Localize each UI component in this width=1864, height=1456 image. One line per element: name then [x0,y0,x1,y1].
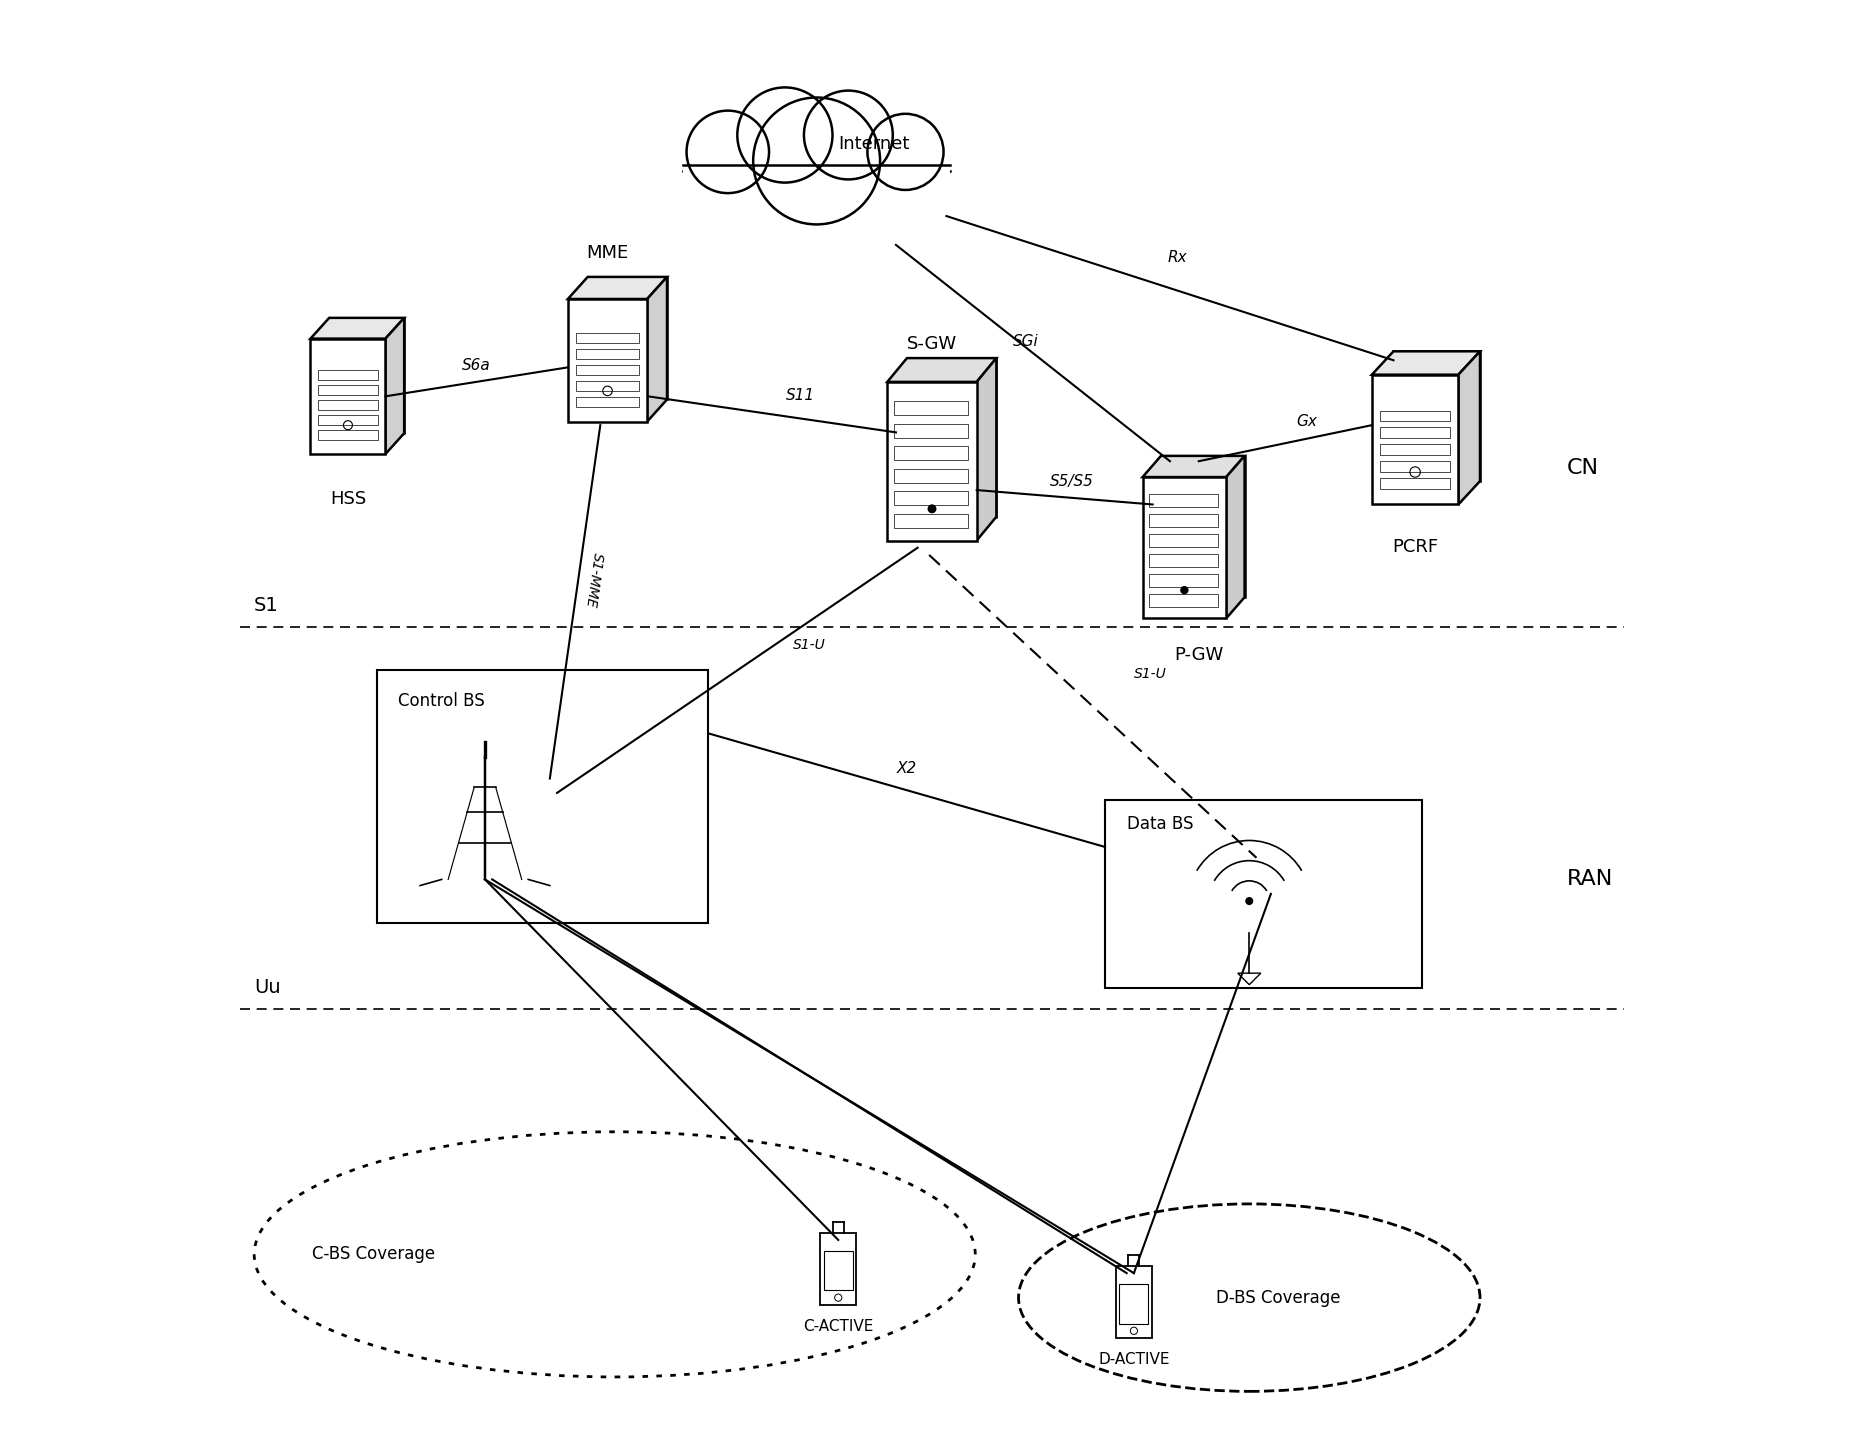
Bar [377,670,708,923]
Text: Control BS: Control BS [399,692,485,711]
Polygon shape [908,358,997,517]
Text: P-GW: P-GW [1174,646,1223,664]
Text: Gx: Gx [1297,414,1318,430]
Bar [319,386,378,395]
Bar [1381,428,1450,438]
Bar [1381,444,1450,456]
Circle shape [1180,585,1189,594]
Bar [576,333,639,344]
Text: C-ACTIVE: C-ACTIVE [803,1319,874,1334]
Bar [895,446,967,460]
Text: SGi: SGi [1012,333,1038,349]
Text: D-ACTIVE: D-ACTIVE [1098,1353,1169,1367]
Text: RAN: RAN [1566,869,1612,890]
Polygon shape [1238,973,1260,984]
Text: S1-MME: S1-MME [583,552,604,609]
Text: Data BS: Data BS [1126,814,1193,833]
Polygon shape [1372,374,1458,504]
Circle shape [738,87,833,182]
Polygon shape [1458,351,1480,504]
Text: CN: CN [1566,459,1599,479]
Polygon shape [887,381,977,540]
Bar [1150,514,1217,527]
Bar [824,1251,852,1290]
Bar [895,491,967,505]
Polygon shape [311,317,404,339]
Polygon shape [977,358,997,540]
Circle shape [803,90,893,179]
Text: X2: X2 [897,761,917,776]
Polygon shape [1394,351,1480,480]
Bar [319,370,378,380]
Bar [1117,1265,1152,1338]
Bar [319,400,378,411]
Bar [1150,534,1217,547]
Text: HSS: HSS [330,491,365,508]
Polygon shape [569,277,667,298]
Circle shape [753,98,880,224]
Bar [319,431,378,440]
Text: Uu: Uu [254,978,281,997]
Circle shape [867,114,943,189]
Text: D-BS Coverage: D-BS Coverage [1215,1289,1340,1306]
Bar [1120,1284,1148,1324]
Bar [576,396,639,406]
Text: S11: S11 [787,387,815,403]
Bar [1381,411,1450,421]
Bar [576,349,639,360]
Polygon shape [587,277,667,399]
Bar [895,514,967,529]
Polygon shape [386,317,404,454]
Text: S5/S5: S5/S5 [1049,473,1094,489]
Bar [1150,594,1217,607]
Polygon shape [1161,456,1245,597]
Circle shape [686,111,770,194]
Circle shape [1245,897,1253,906]
Polygon shape [330,317,404,434]
Bar [1150,494,1217,507]
Bar [1150,574,1217,587]
Bar [576,380,639,390]
Polygon shape [1227,456,1245,619]
Polygon shape [1372,351,1480,374]
Bar [576,364,639,376]
Text: S-GW: S-GW [908,335,956,352]
Bar [1381,478,1450,489]
Text: C-BS Coverage: C-BS Coverage [311,1245,434,1264]
Polygon shape [1143,478,1227,619]
Bar [1150,555,1217,566]
Bar [895,424,967,438]
Text: MME: MME [587,245,628,262]
Text: S1-U: S1-U [1133,667,1167,680]
Circle shape [928,504,936,514]
Polygon shape [887,358,997,381]
Bar [895,469,967,483]
Bar [1381,462,1450,472]
Polygon shape [311,339,386,454]
Polygon shape [647,277,667,422]
Text: PCRF: PCRF [1392,537,1439,556]
Bar [1105,801,1422,987]
Text: Internet: Internet [839,135,910,153]
Bar [319,415,378,425]
Text: S1: S1 [254,596,280,614]
Bar [820,1233,856,1305]
Text: S6a: S6a [462,358,490,373]
Polygon shape [569,298,647,422]
Text: S1-U: S1-U [792,638,826,652]
Bar [684,151,951,178]
Polygon shape [1143,456,1245,478]
Bar [895,402,967,415]
Text: Rx: Rx [1167,250,1187,265]
